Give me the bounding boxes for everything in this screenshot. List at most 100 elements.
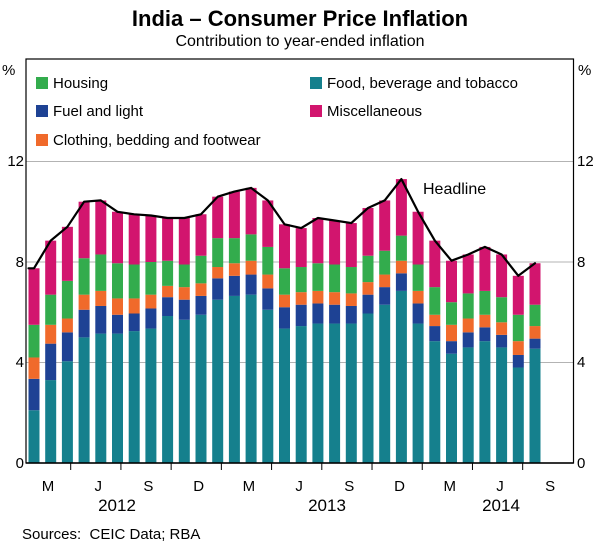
y-axis-unit-right: % [578,62,592,79]
bar-segment-food [395,290,407,463]
legend-swatch-fuel [36,105,48,118]
bar-segment-food [295,326,307,463]
legend-swatch-food [310,77,322,89]
bar-segment-fuel [479,327,491,342]
bar-segment-misc [279,224,290,269]
bar-segment-housing [462,293,474,319]
bar-segment-food [95,333,107,463]
bar-segment-clothing [95,290,107,306]
bar-segment-fuel [345,305,357,324]
bar-segment-misc [345,223,357,268]
bar-segment-clothing [112,298,123,315]
bar-segment-misc [529,263,541,305]
bar-segment-food [329,323,341,463]
bar-segment-fuel [45,343,57,381]
bar-segment-housing [78,258,90,295]
bar-segment-fuel [362,294,374,314]
y-tick-label-right: 4 [577,354,586,371]
bar-segment-clothing [529,326,541,339]
x-year-label: 2014 [482,496,520,515]
bar-segment-misc [295,228,307,268]
bar-segment-clothing [379,274,391,288]
bar-segment-clothing [395,260,407,274]
legend-swatch-clothing [36,133,48,146]
bar-segment-housing [228,238,240,264]
bar-segment-food [212,299,224,463]
source-note: Sources: CEIC Data; RBA [22,526,201,543]
bar-segment-clothing [462,318,474,333]
chart-subtitle: Contribution to year-ended inflation [175,33,425,50]
bar-segment-fuel [78,309,90,338]
bar-segment-clothing [496,322,508,335]
legend-swatch-housing [36,77,48,89]
bar-segment-misc [45,240,57,295]
y-tick-label-right: 0 [577,454,586,472]
bar-segment-misc [312,218,324,264]
bar-segment-clothing [78,294,90,310]
bar-segment-food [128,331,140,463]
headline-line [27,178,537,277]
bar-segment-housing [212,238,224,268]
bar-segment-clothing [162,285,174,298]
bar-segment-housing [28,324,40,358]
bar-segment-food [195,314,207,463]
bar-segment-fuel [112,314,123,334]
bar-segment-misc [479,246,491,291]
bar-segment-fuel [512,354,524,368]
bar-segment-misc [245,187,257,235]
bar-segment-misc [195,214,207,256]
x-tick-label: S [344,478,355,495]
bar-segment-food [262,309,274,463]
bar-segment-housing [295,267,307,293]
bar-segment-clothing [28,357,40,379]
bar-segment-clothing [429,314,441,327]
bar-segment-housing [279,268,290,295]
bar-segment-fuel [195,295,207,315]
bar-segment-fuel [262,288,274,310]
bar-segment-misc [95,200,107,255]
bar-segment-housing [412,264,424,291]
x-tick-label: D [193,478,205,495]
bar-segment-misc [61,226,73,281]
y-tick-label-right: 8 [577,253,586,271]
chart-title: India – Consumer Price Inflation [131,6,469,31]
bar-segment-fuel [245,274,257,295]
bar-segment-fuel [145,308,157,329]
y-tick-label-left: 12 [7,153,24,170]
bar-segment-clothing [512,341,524,355]
bar-segment-fuel [412,303,424,324]
x-tick-label: D [394,478,405,495]
bar-segment-housing [112,263,123,299]
bar-segment-food [78,337,90,463]
bar-segment-misc [412,211,424,265]
bar-segment-housing [162,260,174,286]
bar-segment-misc [145,215,157,262]
bar-segment-food [28,410,40,463]
legend-label-food: Food, beverage and tobacco [327,75,518,92]
bar-segment-food [479,341,491,463]
x-tick-label: J [496,478,504,495]
bar-segment-food [462,347,474,463]
bar-segment-clothing [178,287,190,300]
bar-segment-fuel [462,332,474,348]
bar-segment-housing [379,250,391,275]
bar-segment-clothing [45,324,57,344]
legend-label-clothing: Clothing, bedding and footwear [53,131,261,149]
bar-segment-clothing [195,283,207,296]
bar-segment-misc [329,220,341,265]
bar-segment-fuel [529,338,541,349]
bar-segment-clothing [329,292,341,305]
bar-segment-housing [61,280,73,319]
bar-segment-fuel [178,299,190,320]
bar-segment-fuel [28,378,40,411]
bar-segment-food [279,328,290,463]
bar-segment-clothing [279,294,290,308]
bar-segment-clothing [61,318,73,333]
headline-line-label: Headline [423,181,487,198]
bar-segment-clothing [479,314,491,328]
bar-segment-food [362,313,374,463]
bar-segment-clothing [312,290,324,304]
bar-segment-clothing [412,290,424,304]
